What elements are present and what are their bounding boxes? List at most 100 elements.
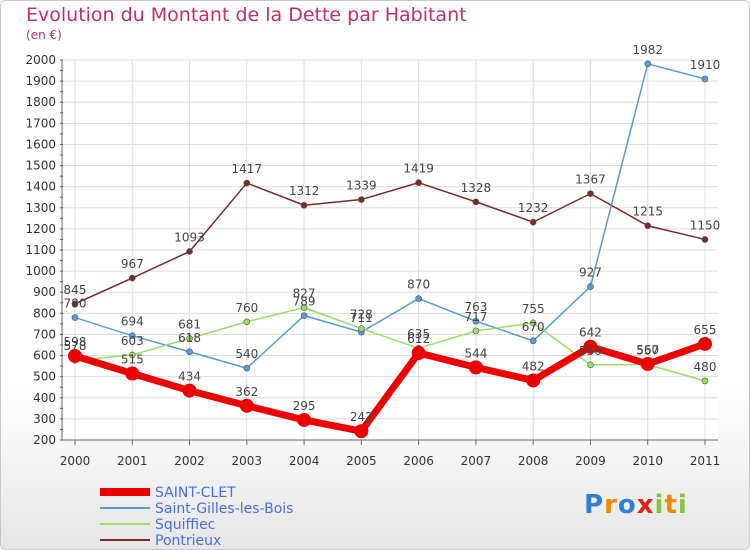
data-label: 578 [64, 339, 87, 353]
data-label: 1419 [403, 162, 434, 176]
data-label: 642 [579, 326, 602, 340]
y-tick-label: 1100 [25, 243, 56, 257]
x-tick-label: 2002 [174, 454, 205, 468]
y-tick-label: 500 [33, 370, 56, 384]
unit-label: (en €) [26, 28, 62, 42]
data-label: 760 [235, 301, 258, 315]
y-tick-label: 800 [33, 306, 56, 320]
data-point [640, 357, 655, 371]
data-point [587, 190, 594, 197]
legend-label: Saint-Gilles-les-Bois [155, 501, 293, 517]
data-label: 670 [522, 320, 545, 334]
x-tick-label: 2011 [690, 454, 721, 468]
data-point [701, 377, 709, 385]
x-tick-label: 2007 [461, 454, 492, 468]
data-label: 362 [235, 385, 258, 399]
data-point [529, 319, 537, 327]
data-label: 789 [293, 295, 316, 309]
data-point [71, 300, 79, 308]
data-label: 763 [464, 300, 487, 314]
data-label: 655 [694, 323, 717, 337]
data-label: 1367 [575, 173, 606, 187]
data-label: 618 [178, 331, 201, 345]
data-point [300, 304, 308, 311]
logo-letter: x [636, 490, 655, 520]
data-point [472, 317, 480, 325]
x-tick-label: 2006 [403, 454, 434, 468]
y-tick-label: 600 [33, 349, 56, 363]
y-tick-label: 1400 [25, 180, 56, 194]
data-point [358, 325, 365, 332]
data-point [529, 337, 537, 345]
data-point [415, 295, 422, 302]
logo-letter: i [654, 490, 665, 520]
x-tick-label: 2000 [60, 454, 91, 468]
data-label: 560 [636, 343, 659, 357]
data-label: 295 [293, 399, 316, 413]
data-label: 681 [178, 317, 201, 331]
data-point [128, 274, 136, 282]
data-point [297, 412, 312, 427]
logo-letter: i [677, 490, 688, 520]
data-label: 827 [293, 287, 316, 301]
data-point [358, 196, 365, 203]
series-line [74, 181, 706, 305]
logo-letter: r [604, 490, 618, 520]
data-label: 1232 [518, 201, 549, 215]
y-tick-label: 700 [33, 327, 56, 341]
data-point [182, 383, 197, 398]
data-label: 598 [64, 335, 87, 349]
data-label: 482 [522, 359, 545, 373]
data-label: 711 [350, 311, 373, 325]
y-tick-label: 400 [33, 391, 56, 405]
data-point [243, 364, 251, 372]
x-tick-label: 2003 [232, 454, 263, 468]
x-tick-label: 2005 [346, 454, 377, 468]
data-point [529, 218, 537, 226]
legend-label: Pontrieux [155, 533, 221, 549]
data-label: 717 [464, 310, 487, 324]
x-tick-label: 2010 [632, 454, 663, 468]
data-label: 434 [178, 370, 201, 384]
data-point [644, 60, 652, 68]
data-label: 480 [694, 360, 717, 374]
x-tick-label: 2001 [117, 454, 148, 468]
y-tick-label: 1300 [25, 201, 56, 215]
data-label: 540 [235, 347, 258, 361]
data-point [71, 314, 79, 321]
data-point [587, 361, 594, 369]
y-tick-label: 1800 [25, 95, 56, 109]
data-label: 556 [579, 344, 602, 358]
logo-letter: P [584, 490, 605, 520]
y-tick-label: 1900 [25, 74, 56, 88]
logo-letter: o [617, 490, 637, 520]
data-label: 242 [350, 410, 373, 424]
data-point [239, 398, 254, 413]
series-line [71, 340, 709, 435]
data-label: 780 [64, 297, 87, 311]
data-point [68, 348, 82, 363]
data-point [644, 222, 652, 230]
data-point [411, 346, 426, 361]
x-tick-label: 2008 [518, 454, 549, 468]
legend-label: SAINT-CLET [155, 485, 236, 501]
data-point [186, 248, 193, 255]
data-point [125, 366, 140, 381]
data-point [468, 360, 483, 375]
chart-title: Evolution du Montant de la Dette par Hab… [26, 4, 467, 26]
data-label: 1910 [690, 58, 721, 72]
y-tick-label: 1000 [25, 264, 56, 278]
data-label: 1312 [289, 184, 320, 198]
data-label: 515 [121, 353, 144, 367]
series-line [74, 306, 706, 382]
data-point [186, 335, 193, 342]
data-label: 845 [64, 283, 87, 297]
data-point [472, 327, 480, 335]
series-line [74, 63, 706, 369]
data-label: 603 [121, 334, 144, 348]
data-label: 870 [407, 278, 430, 292]
data-label: 755 [522, 302, 545, 316]
data-point [472, 198, 480, 206]
data-label: 1982 [632, 43, 663, 57]
